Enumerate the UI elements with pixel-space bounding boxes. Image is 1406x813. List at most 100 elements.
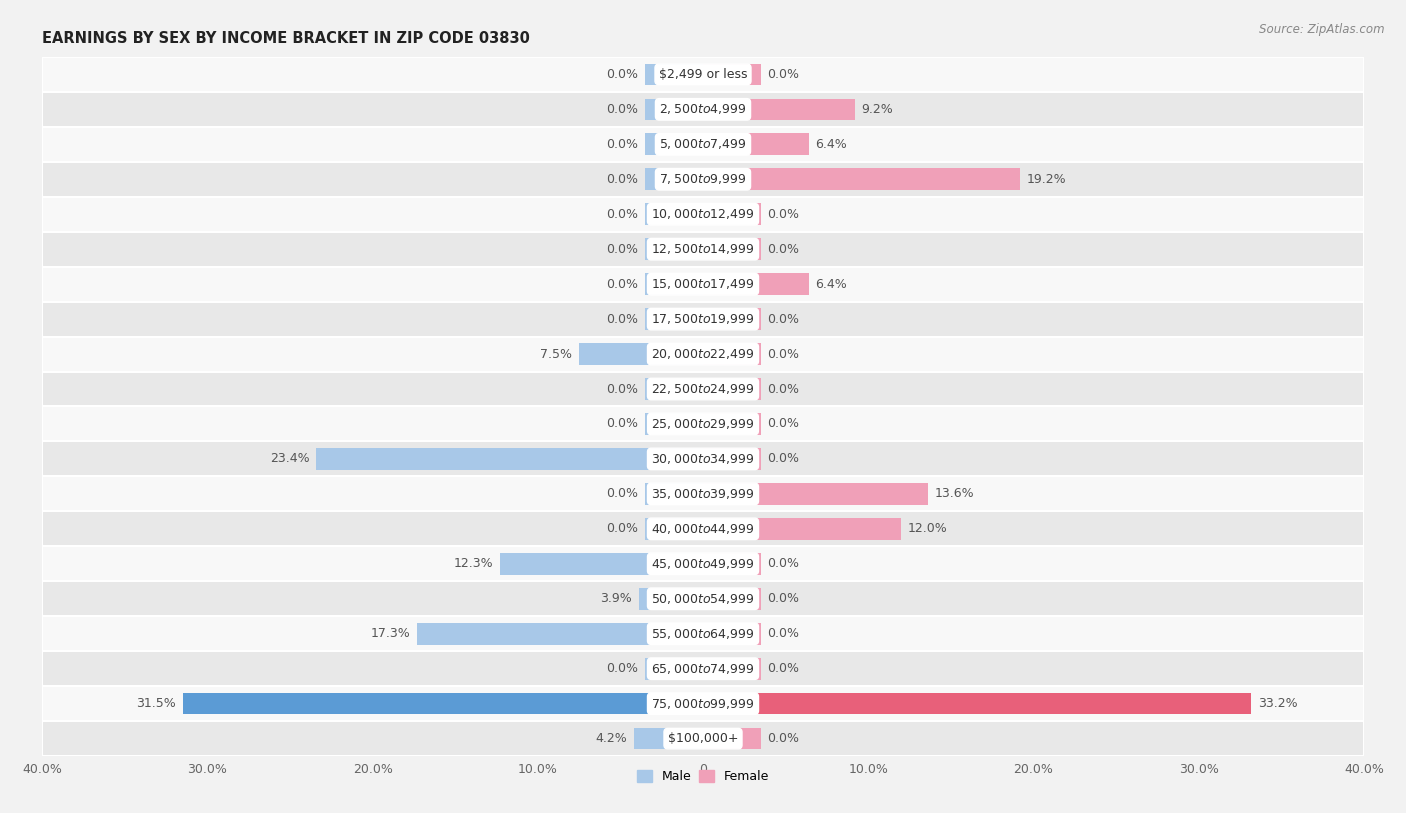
Bar: [645, 308, 703, 330]
Bar: [703, 483, 928, 505]
Bar: [703, 413, 761, 435]
Bar: [42, 511, 1364, 546]
Bar: [703, 378, 761, 400]
Text: 0.0%: 0.0%: [768, 558, 800, 570]
Text: 0.0%: 0.0%: [606, 278, 638, 290]
Text: 0.0%: 0.0%: [606, 418, 638, 430]
Bar: [645, 273, 703, 295]
Bar: [42, 337, 1364, 372]
Bar: [703, 553, 761, 575]
Text: 0.0%: 0.0%: [606, 663, 638, 675]
Bar: [42, 302, 1364, 337]
Bar: [42, 616, 1364, 651]
Bar: [42, 406, 1364, 441]
Bar: [703, 63, 761, 85]
Bar: [42, 372, 1364, 406]
Bar: [703, 203, 761, 225]
Bar: [703, 518, 901, 540]
Text: 0.0%: 0.0%: [768, 453, 800, 465]
Text: $20,000 to $22,499: $20,000 to $22,499: [651, 347, 755, 361]
Bar: [418, 623, 703, 645]
Bar: [579, 343, 703, 365]
Text: $35,000 to $39,999: $35,000 to $39,999: [651, 487, 755, 501]
Text: 23.4%: 23.4%: [270, 453, 309, 465]
Text: $15,000 to $17,499: $15,000 to $17,499: [651, 277, 755, 291]
Bar: [42, 476, 1364, 511]
Text: $25,000 to $29,999: $25,000 to $29,999: [651, 417, 755, 431]
Bar: [703, 448, 761, 470]
Text: $40,000 to $44,999: $40,000 to $44,999: [651, 522, 755, 536]
Bar: [42, 197, 1364, 232]
Text: Source: ZipAtlas.com: Source: ZipAtlas.com: [1260, 23, 1385, 36]
Legend: Male, Female: Male, Female: [631, 765, 775, 789]
Text: 31.5%: 31.5%: [136, 698, 176, 710]
Bar: [703, 168, 1021, 190]
Bar: [703, 693, 1251, 715]
Bar: [645, 413, 703, 435]
Bar: [183, 693, 703, 715]
Bar: [42, 651, 1364, 686]
Text: $75,000 to $99,999: $75,000 to $99,999: [651, 697, 755, 711]
Bar: [645, 133, 703, 155]
Bar: [645, 518, 703, 540]
Bar: [316, 448, 703, 470]
Bar: [42, 92, 1364, 127]
Text: 0.0%: 0.0%: [606, 383, 638, 395]
Bar: [634, 728, 703, 750]
Text: $22,500 to $24,999: $22,500 to $24,999: [651, 382, 755, 396]
Bar: [645, 63, 703, 85]
Text: $45,000 to $49,999: $45,000 to $49,999: [651, 557, 755, 571]
Bar: [42, 546, 1364, 581]
Text: 0.0%: 0.0%: [768, 243, 800, 255]
Text: $100,000+: $100,000+: [668, 733, 738, 745]
Text: 0.0%: 0.0%: [768, 208, 800, 220]
Text: 4.2%: 4.2%: [595, 733, 627, 745]
Text: 19.2%: 19.2%: [1026, 173, 1066, 185]
Text: 0.0%: 0.0%: [768, 68, 800, 80]
Bar: [42, 441, 1364, 476]
Text: EARNINGS BY SEX BY INCOME BRACKET IN ZIP CODE 03830: EARNINGS BY SEX BY INCOME BRACKET IN ZIP…: [42, 31, 530, 46]
Bar: [703, 238, 761, 260]
Bar: [703, 658, 761, 680]
Text: $2,500 to $4,999: $2,500 to $4,999: [659, 102, 747, 116]
Text: 6.4%: 6.4%: [815, 138, 846, 150]
Text: $55,000 to $64,999: $55,000 to $64,999: [651, 627, 755, 641]
Text: 12.3%: 12.3%: [454, 558, 494, 570]
Text: 9.2%: 9.2%: [862, 103, 893, 115]
Bar: [645, 238, 703, 260]
Bar: [703, 308, 761, 330]
Bar: [645, 168, 703, 190]
Text: $65,000 to $74,999: $65,000 to $74,999: [651, 662, 755, 676]
Bar: [703, 623, 761, 645]
Bar: [499, 553, 703, 575]
Text: $50,000 to $54,999: $50,000 to $54,999: [651, 592, 755, 606]
Text: 3.9%: 3.9%: [600, 593, 631, 605]
Text: 0.0%: 0.0%: [606, 243, 638, 255]
Text: 0.0%: 0.0%: [606, 138, 638, 150]
Text: 0.0%: 0.0%: [606, 488, 638, 500]
Text: $2,499 or less: $2,499 or less: [659, 68, 747, 80]
Text: 0.0%: 0.0%: [768, 593, 800, 605]
Bar: [703, 343, 761, 365]
Text: 12.0%: 12.0%: [908, 523, 948, 535]
Bar: [42, 127, 1364, 162]
Text: 0.0%: 0.0%: [606, 103, 638, 115]
Text: 13.6%: 13.6%: [934, 488, 974, 500]
Text: 0.0%: 0.0%: [768, 348, 800, 360]
Text: 0.0%: 0.0%: [768, 733, 800, 745]
Text: 0.0%: 0.0%: [768, 663, 800, 675]
Text: 0.0%: 0.0%: [768, 383, 800, 395]
Bar: [42, 686, 1364, 721]
Text: 0.0%: 0.0%: [606, 523, 638, 535]
Bar: [42, 581, 1364, 616]
Bar: [638, 588, 703, 610]
Bar: [645, 378, 703, 400]
Text: 0.0%: 0.0%: [606, 313, 638, 325]
Text: $30,000 to $34,999: $30,000 to $34,999: [651, 452, 755, 466]
Text: $17,500 to $19,999: $17,500 to $19,999: [651, 312, 755, 326]
Bar: [703, 273, 808, 295]
Text: 0.0%: 0.0%: [768, 418, 800, 430]
Bar: [645, 658, 703, 680]
Bar: [42, 232, 1364, 267]
Bar: [703, 133, 808, 155]
